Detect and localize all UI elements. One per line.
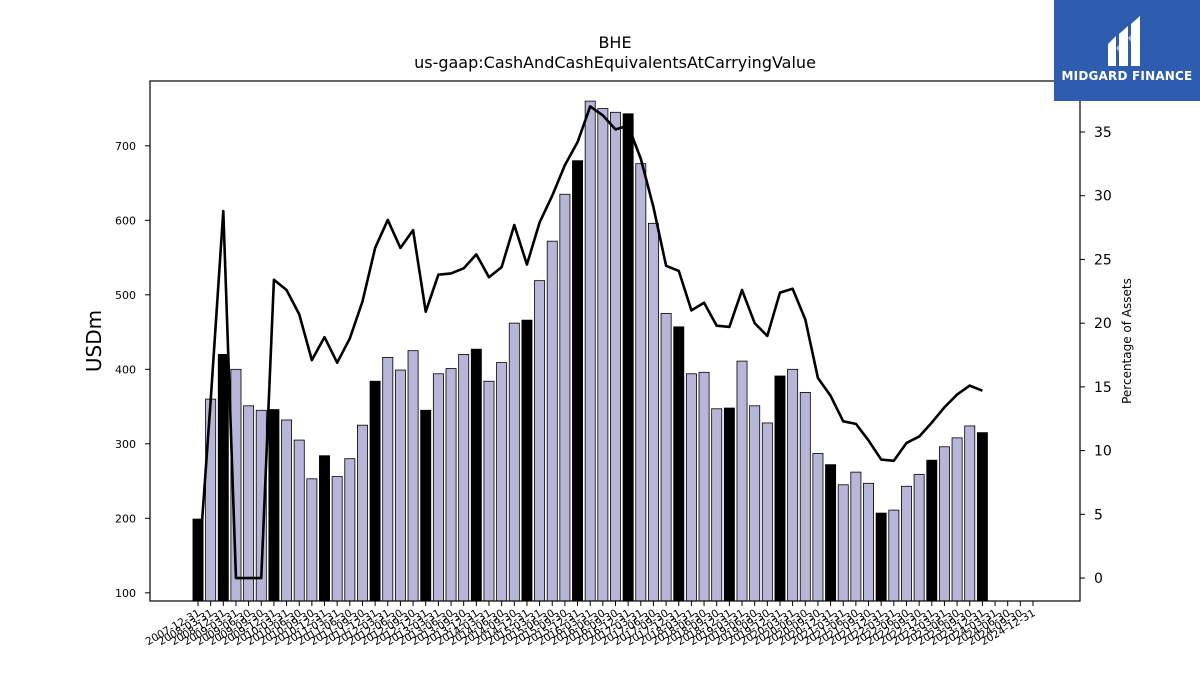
bar: [888, 509, 900, 602]
bar: [483, 380, 495, 602]
y2-axis-label: Percentage of Assets: [1120, 278, 1134, 404]
chart-title: BHE: [598, 33, 632, 52]
bar: [572, 160, 583, 602]
bar: [521, 319, 533, 602]
bar: [293, 439, 305, 602]
bar: [863, 482, 874, 602]
y2-tick-label: 15: [1094, 380, 1112, 396]
y-tick-label: 200: [115, 512, 136, 525]
chart-subtitle: us-gaap:CashAndCashEquivalentsAtCarrying…: [414, 53, 816, 72]
y-tick-label: 500: [115, 289, 136, 302]
bar: [799, 391, 811, 602]
bar: [812, 453, 824, 602]
bar: [584, 100, 596, 602]
bar: [458, 354, 470, 602]
y2-tick-label: 10: [1094, 444, 1112, 460]
bar: [217, 354, 229, 602]
bar: [268, 409, 280, 602]
y2-tick-label: 20: [1094, 316, 1112, 332]
bar: [420, 409, 432, 602]
bar: [850, 471, 862, 602]
bar: [331, 476, 343, 602]
bar: [407, 350, 419, 602]
bar: [660, 313, 672, 602]
logo-text: MIDGARD FINANCE: [1061, 69, 1193, 83]
y-tick-label: 300: [115, 438, 136, 451]
bar: [610, 111, 621, 602]
bar: [508, 322, 520, 602]
y2-tick-label: 5: [1094, 507, 1103, 523]
bar: [913, 473, 925, 602]
bar: [749, 405, 761, 602]
bar: [534, 280, 546, 602]
bar: [736, 360, 748, 602]
bar: [787, 368, 799, 602]
y2-tick-label: 25: [1094, 252, 1112, 268]
bar: [647, 222, 659, 602]
bar: [243, 405, 255, 602]
bar: [698, 371, 710, 602]
bar: [597, 108, 609, 602]
bar: [445, 368, 457, 602]
bar: [926, 459, 938, 602]
logo-mark-icon: [1108, 16, 1140, 66]
y-tick-label: 700: [115, 140, 136, 153]
bar: [976, 432, 988, 602]
bar: [673, 326, 685, 602]
bar: [559, 193, 571, 602]
bar: [901, 485, 912, 602]
bar: [964, 425, 976, 602]
series-line: [196, 105, 983, 580]
bar: [382, 356, 394, 602]
bar: [205, 398, 217, 602]
bar: [369, 380, 381, 602]
bar: [938, 446, 950, 602]
y2-tick-label: 0: [1094, 571, 1103, 587]
y2-tick-label: 30: [1094, 189, 1112, 205]
bar: [774, 375, 786, 602]
bar: [875, 512, 887, 602]
bar: [825, 464, 837, 602]
bar: [685, 373, 697, 602]
bar: [496, 362, 508, 602]
bar: [432, 373, 444, 602]
y-tick-label: 400: [115, 363, 136, 376]
bar: [837, 484, 849, 602]
bar: [622, 113, 634, 602]
y2-tick-label: 35: [1094, 125, 1112, 141]
bar: [281, 419, 293, 602]
bar: [723, 407, 735, 602]
bar: [470, 348, 482, 602]
company-logo: MIDGARD FINANCE: [1054, 0, 1200, 101]
y-tick-label: 100: [115, 587, 136, 600]
bar: [711, 408, 723, 602]
bar: [357, 424, 368, 602]
bar: [546, 240, 558, 602]
bar: [951, 437, 963, 602]
bar: [761, 422, 773, 602]
bar: [306, 478, 318, 602]
bar: [635, 163, 647, 602]
bar: [344, 458, 356, 602]
bar: [319, 455, 330, 602]
y-axis-label: USDm: [82, 310, 106, 372]
y-tick-label: 600: [115, 214, 136, 227]
bar: [394, 369, 406, 602]
